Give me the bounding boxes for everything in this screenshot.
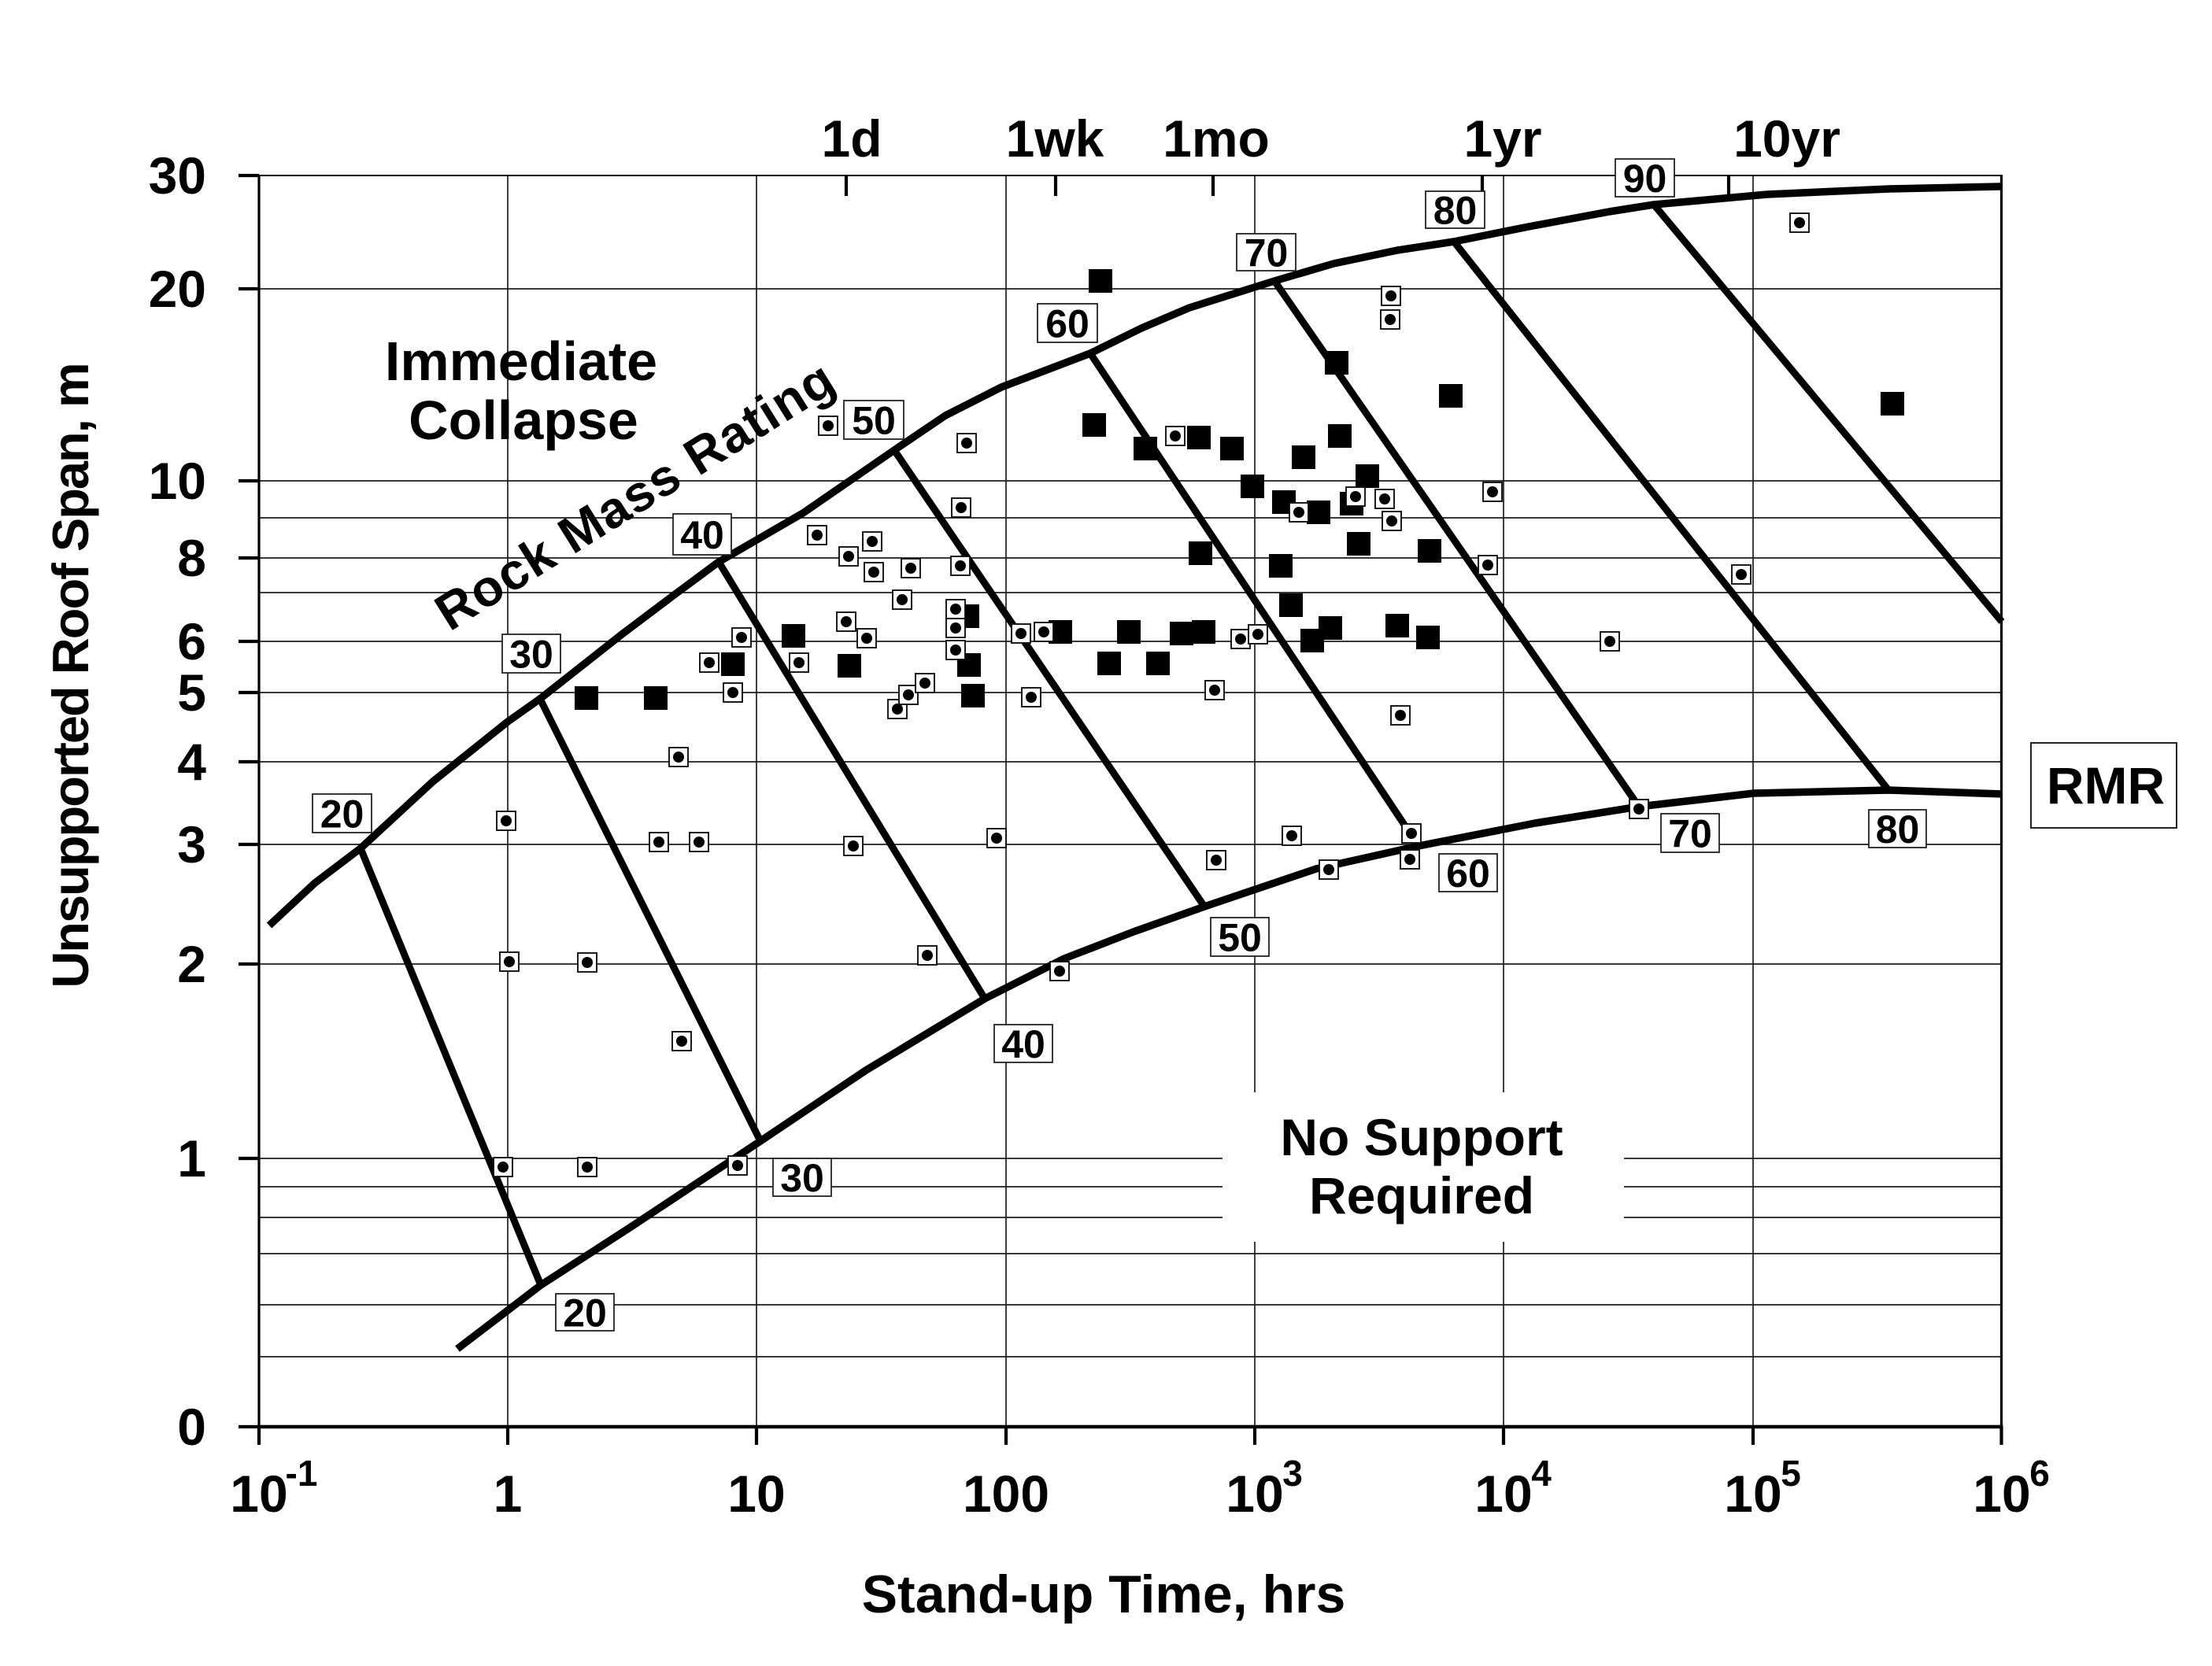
svg-text:6: 6	[2029, 1453, 2050, 1494]
svg-text:60: 60	[1045, 302, 1089, 346]
svg-text:Unsupported Roof Span, m: Unsupported Roof Span, m	[42, 364, 99, 988]
svg-text:10yr: 10yr	[1733, 109, 1840, 168]
svg-text:10: 10	[1474, 1465, 1532, 1523]
svg-text:80: 80	[1876, 807, 1920, 851]
svg-text:1mo: 1mo	[1163, 109, 1270, 168]
svg-text:80: 80	[1433, 189, 1478, 233]
svg-text:40: 40	[680, 513, 724, 557]
svg-text:4: 4	[1531, 1453, 1552, 1494]
svg-text:3: 3	[177, 815, 206, 874]
svg-text:60: 60	[1446, 851, 1490, 896]
svg-text:30: 30	[780, 1156, 824, 1200]
svg-text:100: 100	[963, 1465, 1049, 1523]
svg-text:30: 30	[149, 146, 206, 205]
svg-text:10: 10	[230, 1465, 287, 1523]
svg-text:3: 3	[1282, 1453, 1303, 1494]
svg-text:10: 10	[1724, 1465, 1781, 1523]
svg-text:20: 20	[320, 792, 364, 837]
svg-text:1: 1	[494, 1465, 523, 1523]
svg-text:6: 6	[177, 612, 206, 670]
svg-text:Collapse: Collapse	[409, 390, 638, 451]
svg-text:20: 20	[149, 260, 206, 318]
svg-text:10: 10	[149, 452, 206, 510]
svg-text:8: 8	[177, 529, 206, 587]
svg-text:70: 70	[1245, 231, 1289, 275]
svg-text:No Support: No Support	[1280, 1108, 1563, 1166]
svg-text:Required: Required	[1309, 1166, 1534, 1225]
svg-text:70: 70	[1668, 812, 1712, 856]
svg-text:2: 2	[177, 935, 206, 993]
svg-text:30: 30	[509, 633, 553, 677]
svg-text:10: 10	[1973, 1465, 2030, 1523]
svg-text:20: 20	[563, 1291, 607, 1335]
svg-text:-1: -1	[286, 1453, 318, 1494]
svg-text:1wk: 1wk	[1006, 109, 1104, 168]
svg-text:1d: 1d	[821, 109, 882, 168]
svg-text:Immediate: Immediate	[385, 331, 657, 392]
svg-text:50: 50	[1218, 916, 1262, 960]
svg-text:5: 5	[1781, 1453, 1801, 1494]
svg-text:4: 4	[177, 733, 206, 791]
svg-text:1: 1	[177, 1129, 206, 1188]
svg-text:Stand-up Time, hrs: Stand-up Time, hrs	[862, 1564, 1346, 1624]
svg-text:RMR: RMR	[2047, 756, 2165, 815]
svg-text:10: 10	[727, 1465, 785, 1523]
svg-text:10: 10	[1226, 1465, 1283, 1523]
svg-text:5: 5	[177, 663, 206, 722]
svg-text:90: 90	[1623, 157, 1667, 201]
svg-text:50: 50	[852, 399, 896, 443]
svg-text:1yr: 1yr	[1463, 109, 1541, 168]
svg-text:0: 0	[177, 1398, 206, 1456]
svg-text:40: 40	[1001, 1022, 1045, 1066]
